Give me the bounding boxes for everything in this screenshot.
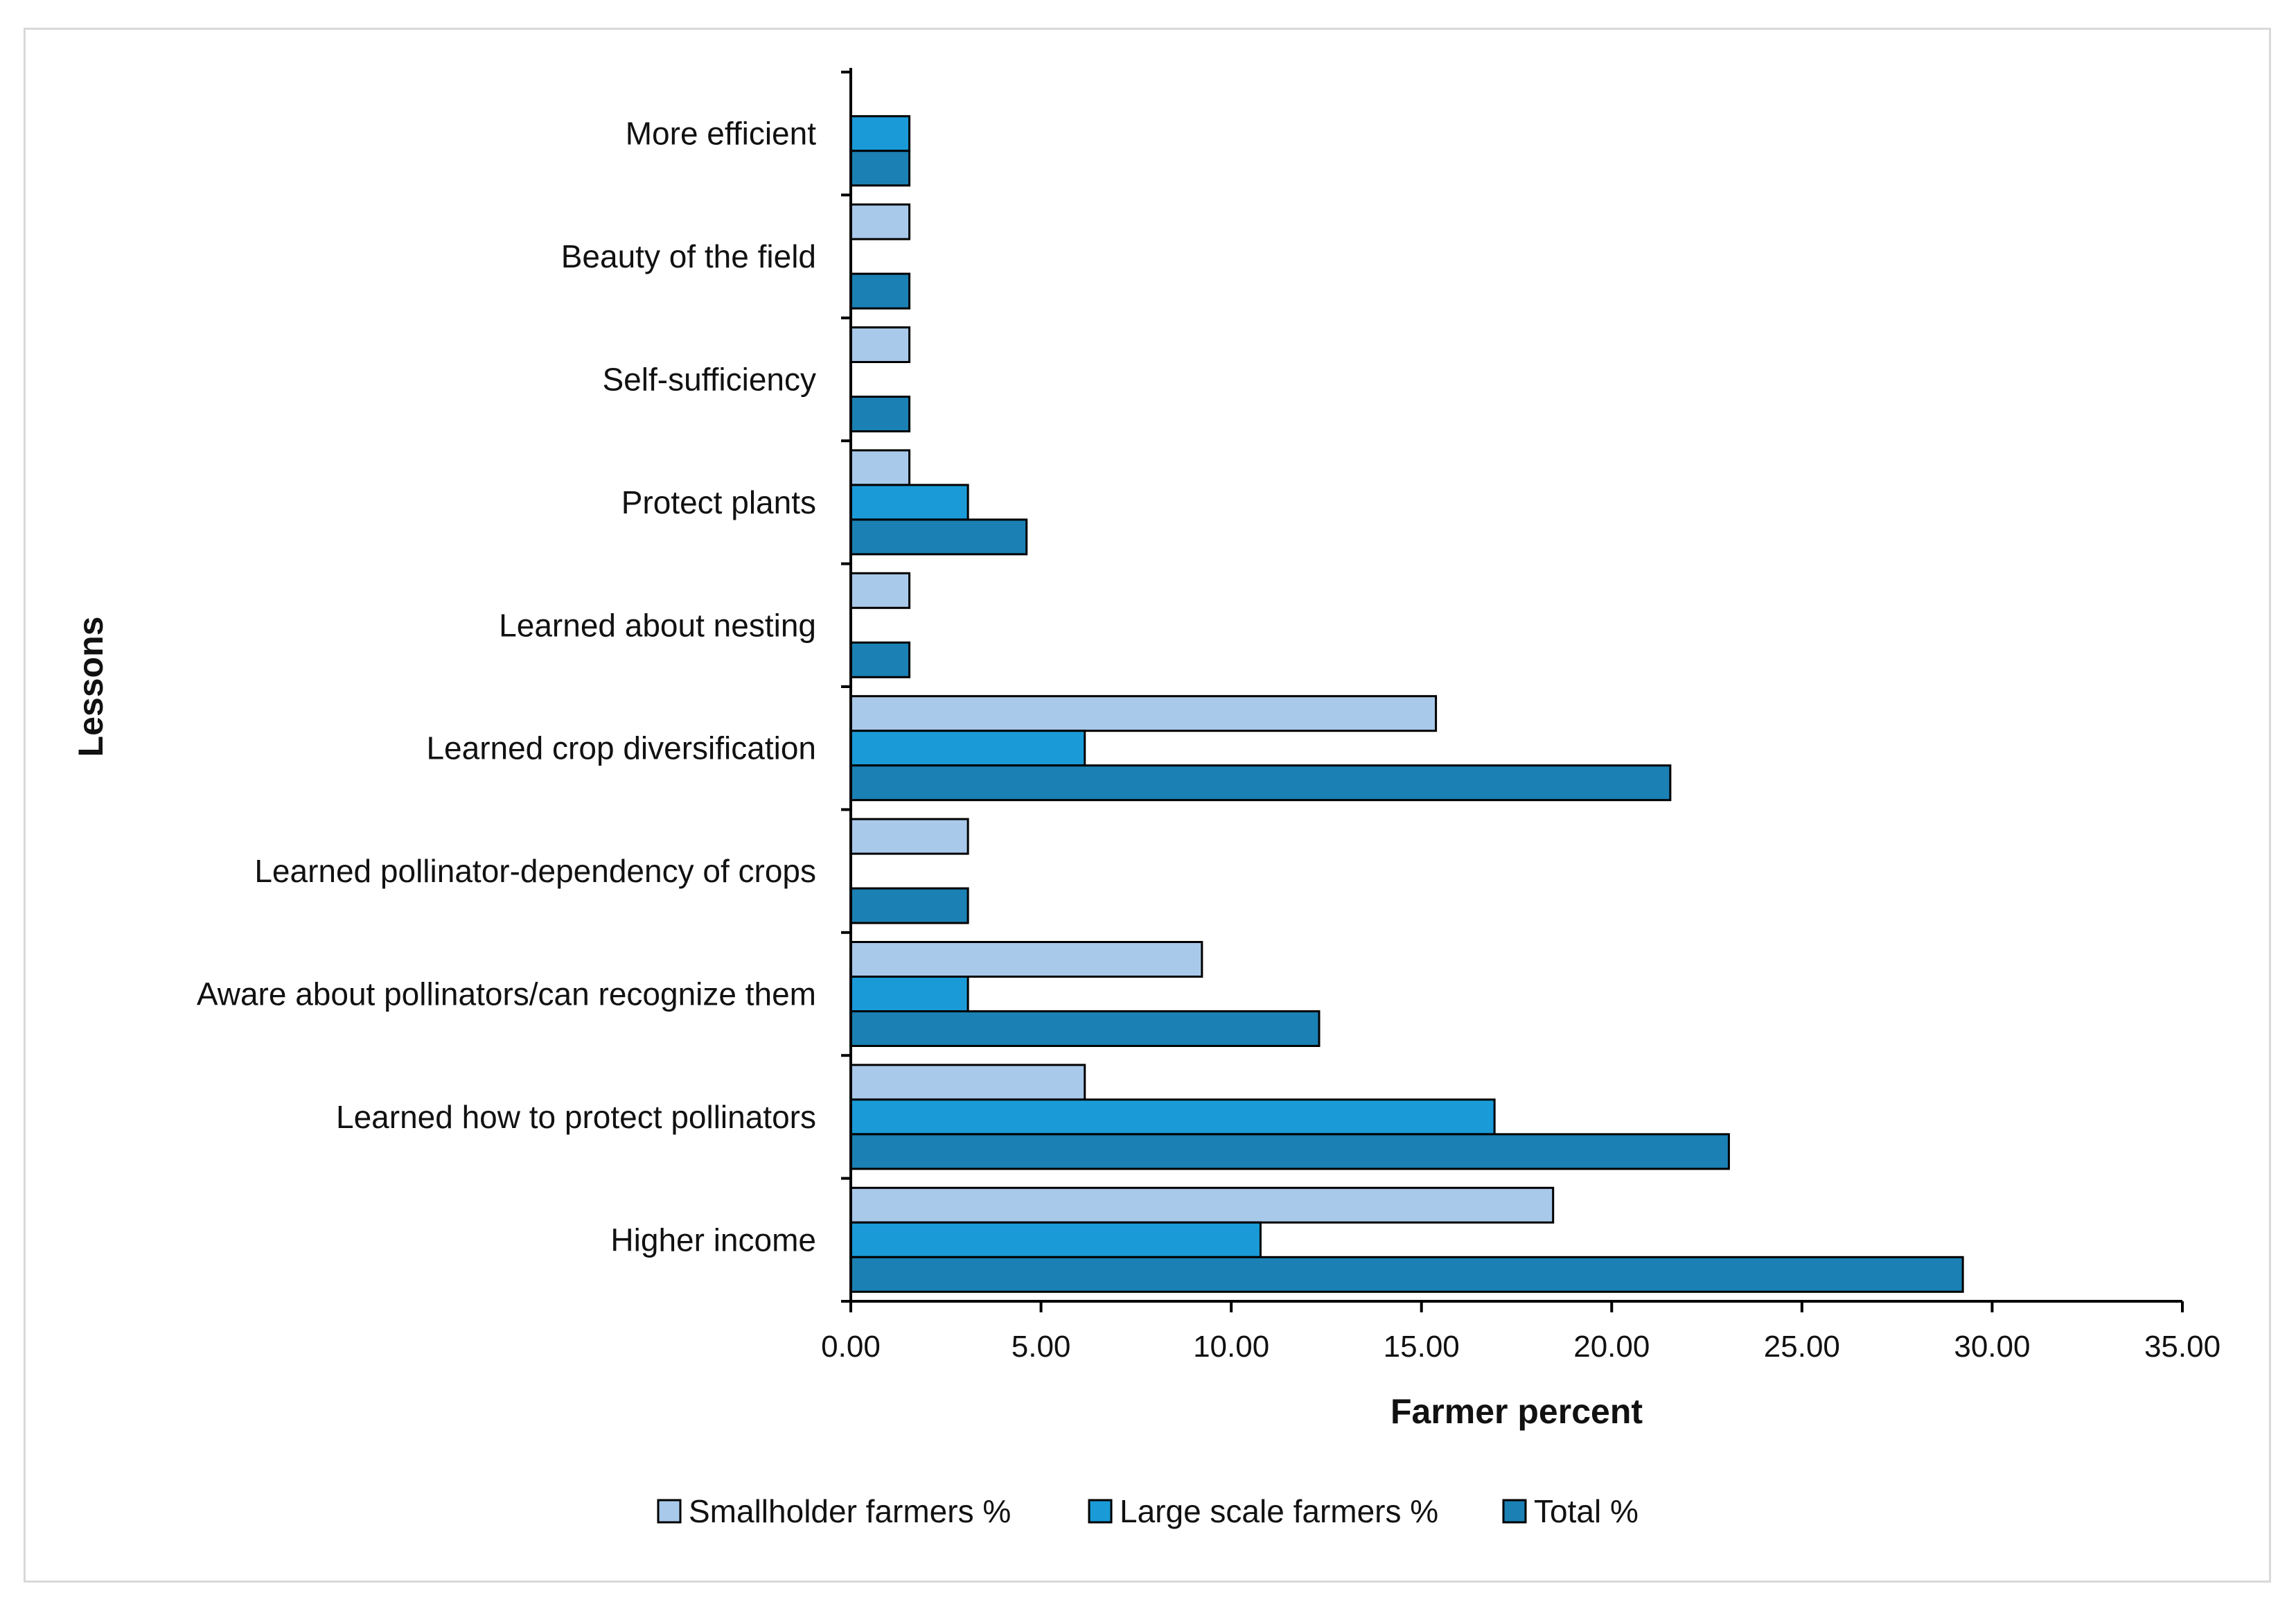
bar-2-4 — [849, 484, 969, 521]
x-tick-label: 15.00 — [1384, 1330, 1460, 1364]
x-axis-title: Farmer percent — [1390, 1392, 1643, 1431]
legend-swatch-3 — [1502, 1499, 1527, 1524]
legend-label-2: Large scale farmers % — [1120, 1493, 1438, 1529]
x-tick-label: 35.00 — [2144, 1330, 2220, 1364]
bar-1-9 — [849, 1064, 1086, 1101]
category-label: Learned about nesting — [499, 607, 816, 643]
bar-2-8 — [849, 976, 969, 1012]
x-tick-label: 0.00 — [821, 1330, 881, 1364]
category-label: Self-sufficiency — [602, 362, 816, 398]
bar-1-5 — [849, 572, 911, 609]
category-label: Protect plants — [621, 484, 816, 520]
labels-layer: More efficient Beauty of the field Self-su… — [197, 116, 816, 1258]
bar-1-4 — [849, 449, 911, 486]
category-label: Learned crop diversification — [426, 730, 816, 766]
legend: Smallholder farmers % Large scale farmers… — [657, 1493, 1639, 1529]
bar-1-6 — [849, 695, 1438, 732]
category-label: More efficient — [626, 116, 817, 152]
legend-label-1: Smallholder farmers % — [689, 1493, 1011, 1529]
bar-3-8 — [849, 1010, 1321, 1047]
bar-3-7 — [849, 887, 969, 924]
bar-1-3 — [849, 326, 911, 363]
x-tick-label: 5.00 — [1012, 1330, 1071, 1364]
category-label: Higher income — [610, 1222, 816, 1258]
legend-label-3: Total % — [1534, 1493, 1639, 1529]
bars-layer — [849, 115, 1964, 1293]
bar-3-6 — [849, 764, 1672, 802]
x-tick-label: 30.00 — [1954, 1330, 2030, 1364]
bar-1-7 — [849, 818, 969, 855]
bar-3-9 — [849, 1133, 1730, 1170]
legend-swatch-1 — [657, 1499, 682, 1524]
category-label: Aware about pollinators/can recognize th… — [197, 976, 816, 1012]
bar-3-3 — [849, 396, 911, 432]
bar-3-2 — [849, 272, 911, 310]
category-label: Beauty of the field — [561, 238, 816, 274]
x-tick-label: 25.00 — [1764, 1330, 1840, 1364]
bar-3-10 — [849, 1256, 1964, 1293]
category-label: Learned pollinator-dependency of crops — [254, 853, 816, 889]
bar-3-5 — [849, 641, 911, 678]
bar-2-10 — [849, 1221, 1262, 1258]
legend-swatch-2 — [1088, 1499, 1113, 1524]
bar-3-4 — [849, 518, 1028, 556]
bar-1-8 — [849, 941, 1203, 978]
y-axis-title: Lessons — [71, 617, 110, 757]
chart-frame — [24, 28, 2271, 1583]
x-tick-label: 20.00 — [1573, 1330, 1650, 1364]
bar-2-6 — [849, 730, 1086, 767]
bar-2-9 — [849, 1098, 1496, 1136]
x-tick-label: 10.00 — [1193, 1330, 1269, 1364]
axes-layer: 0.00 5.00 10.00 15.00 20.00 25.00 30.00 35.00 — [821, 68, 2220, 1364]
bar-3-1 — [849, 150, 911, 187]
bar-2-1 — [849, 115, 911, 152]
bar-1-2 — [849, 203, 911, 240]
category-label: Learned how to protect pollinators — [336, 1099, 816, 1135]
bar-1-10 — [849, 1186, 1555, 1224]
